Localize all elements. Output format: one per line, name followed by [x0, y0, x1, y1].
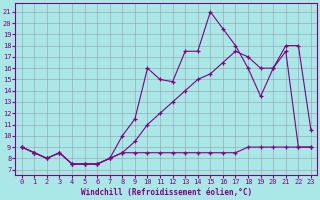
- X-axis label: Windchill (Refroidissement éolien,°C): Windchill (Refroidissement éolien,°C): [81, 188, 252, 197]
